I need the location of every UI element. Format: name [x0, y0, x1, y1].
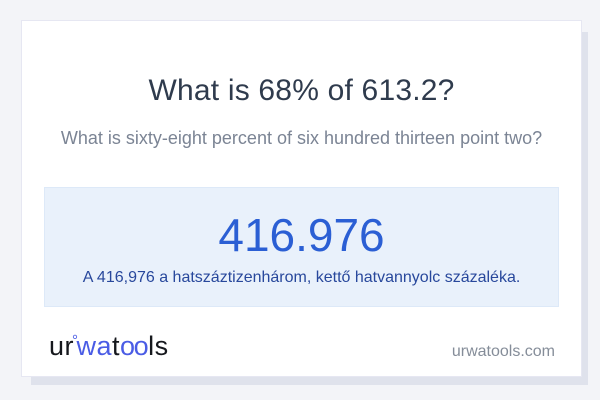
answer-box: 416.976 A 416,976 a hatszáztizenhárom, k… [44, 187, 559, 307]
logo-degree-icon: ° [72, 332, 79, 349]
logo-text-ls: ls [148, 331, 169, 361]
page-title: What is 68% of 613.2? [148, 74, 455, 107]
answer-description: A 416,976 a hatszáztizenhárom, kettő hat… [82, 269, 521, 286]
logo-text-wa: wa [76, 331, 113, 361]
logo-text-t: t [112, 331, 121, 361]
answer-value: 416.976 [218, 209, 385, 261]
logo-glasses-oo-icon: oo [120, 331, 149, 361]
page-subtitle: What is sixty-eight percent of six hundr… [60, 128, 543, 148]
urwatools-logo[interactable]: ur°watools [49, 331, 169, 366]
card-footer: ur°watools urwatools.com [49, 331, 555, 366]
site-domain: urwatools.com [451, 343, 555, 360]
calculator-result-card: What is 68% of 613.2? What is sixty-eigh… [21, 20, 582, 377]
logo-text-ur: ur [49, 331, 75, 361]
